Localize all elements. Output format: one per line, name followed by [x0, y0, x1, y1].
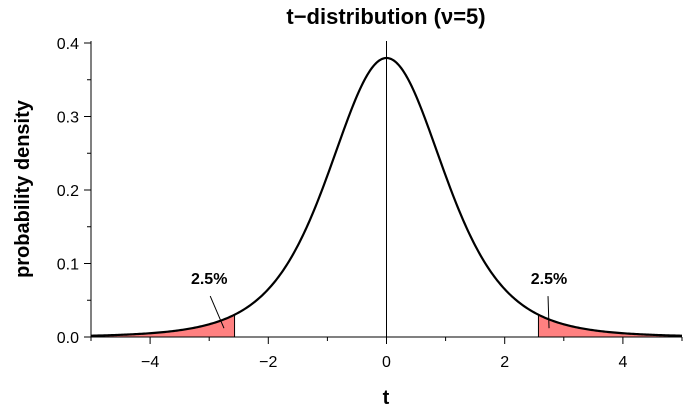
y-tick-label: 0.4 [57, 36, 79, 53]
axis-ticks: −4 −2 0 2 4 0.0 0.1 0.2 0.3 0.4 [57, 36, 683, 371]
density-curve [90, 56, 683, 337]
annotation-pointer [547, 296, 550, 329]
tail-regions [91, 314, 682, 337]
right-tail-region [538, 314, 682, 337]
x-tick-label: 2 [500, 354, 509, 371]
chart-title: t−distribution (ν=5) [286, 4, 485, 29]
y-axis-label: probability density [12, 99, 34, 278]
density-curve-layer [90, 56, 683, 337]
annotation-pointer [209, 295, 225, 329]
axes-frame [90, 41, 682, 338]
y-tick-label: 0.2 [57, 183, 79, 200]
left-tail-region [91, 314, 235, 337]
y-tick-label: 0.3 [57, 110, 79, 127]
x-tick-label: −4 [141, 354, 159, 371]
x-tick-label: 4 [618, 354, 627, 371]
annotation-layer: 2.5% 2.5% [191, 271, 567, 329]
x-axis-label: t [383, 387, 390, 407]
x-tick-label: 0 [382, 354, 391, 371]
y-tick-label: 0.0 [57, 330, 79, 347]
y-tick-label: 0.1 [57, 257, 79, 274]
tail-percent-label: 2.5% [191, 271, 227, 288]
x-tick-label: −2 [259, 354, 277, 371]
tail-percent-label: 2.5% [531, 271, 567, 288]
